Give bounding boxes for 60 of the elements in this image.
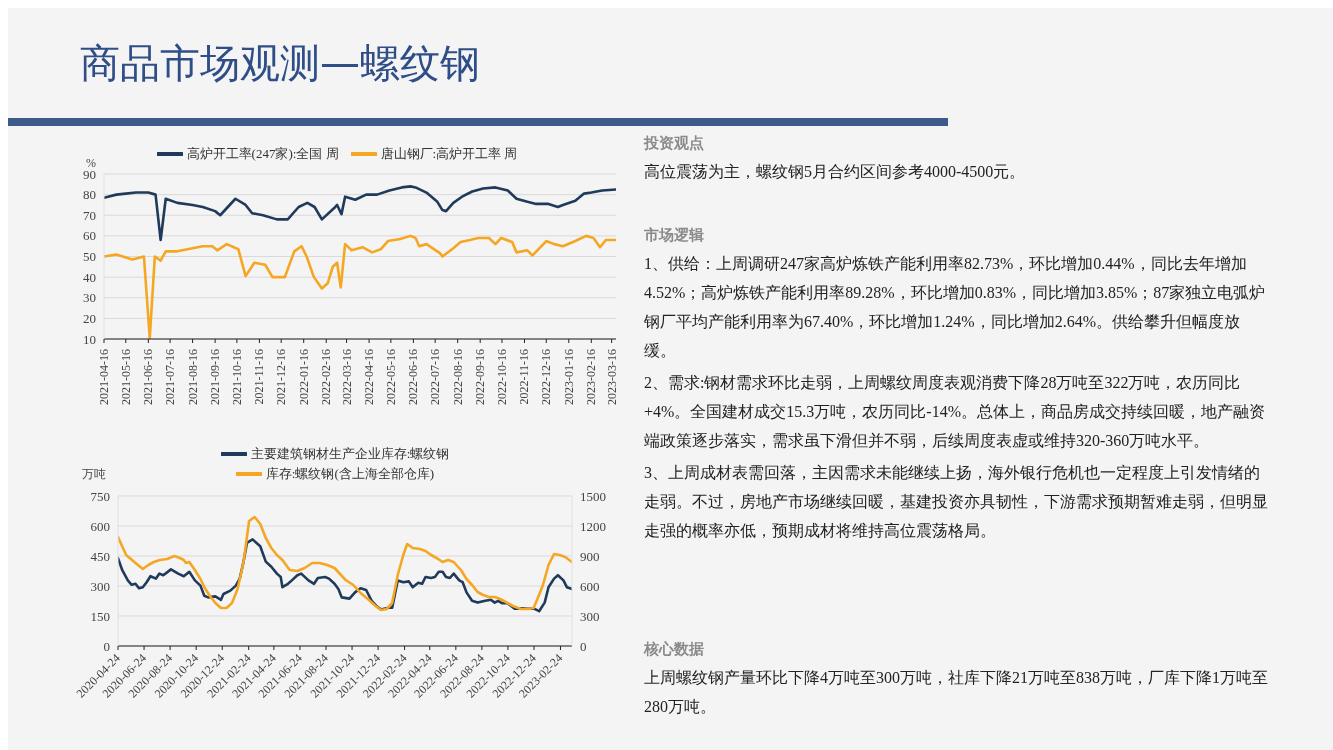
x-tick-label: 2022-09-16 (473, 349, 488, 405)
y2-tick-label: 600 (580, 578, 600, 594)
y-tick-label: 60 (83, 228, 96, 244)
y-tick-label: 600 (90, 518, 110, 534)
x-tick-label: 2023-02-16 (584, 349, 599, 405)
y-tick-label: 40 (83, 269, 96, 285)
y-tick-label: 10 (83, 331, 96, 347)
x-tick-label: 2022-03-16 (339, 349, 354, 405)
x-tick-label: 2021-06-16 (141, 349, 156, 405)
x-tick-label: 2022-12-16 (539, 349, 554, 405)
x-tick-label: 2023-01-16 (561, 349, 576, 405)
y-tick-label: 20 (83, 310, 96, 326)
text: 1、供给：上周调研247家高炉炼铁产能利用率82.73%，环比增加0.44%，同比去年增加4.52%；高炉炼铁产能利用率89.28%，环比增加0.83%，同比增加3.85%；87家独立电弧炉钢厂平均产能利用率为67.40%，环比增加1.24%，同比增加2.64%。供给攀升但幅度放缓。 (644, 254, 1267, 361)
y-axis-title: 万吨 (82, 466, 106, 483)
x-tick-label: 2022-02-16 (319, 349, 334, 405)
text: 高位震荡为主，螺纹钢5月合约区间参考4000-4500元。 (644, 162, 1027, 182)
line-series (118, 515, 572, 612)
x-tick-label: 2021-04-16 (97, 349, 111, 405)
x-tick-label: 2022-06-16 (406, 349, 421, 405)
x-tick-label: 2021-10-16 (229, 349, 244, 405)
x-tick-label: 2022-01-16 (296, 349, 311, 405)
text: 2、需求:钢材需求环比走弱，上周螺纹周度表观消费下降28万吨至322万吨，农历同比+4%。全国建材成交15.3万吨，农历同比-14%。总体上，商品房成交持续回暖，地产融资端政策逐步落实，需求虽下滑但并不弱，后续周度表虚或维持320-360万吨水平。 (644, 373, 1266, 451)
y2-tick-label: 1500 (580, 488, 606, 504)
y-tick-label: 750 (90, 488, 110, 504)
text: 核心数据 (644, 640, 705, 659)
x-tick-label: 2021-09-16 (208, 349, 223, 405)
y2-tick-label: 300 (580, 608, 600, 624)
x-tick-label: 2021-07-16 (163, 349, 178, 405)
text: 上周螺纹钢产量环比下降4万吨至300万吨，社库下降21万吨至838万吨，厂库下降1万吨至280万吨。 (644, 668, 1269, 717)
text: 投资观点 (644, 134, 705, 153)
x-tick-label: 2022-07-16 (428, 349, 443, 405)
x-tick-label: 2021-05-16 (118, 349, 133, 405)
y2-tick-label: 1200 (580, 518, 606, 534)
x-tick-label: 2022-11-16 (517, 349, 532, 405)
y-tick-label: 0 (103, 638, 110, 654)
y-tick-label: 300 (90, 578, 110, 594)
x-tick-label: 2023-03-16 (604, 349, 619, 405)
y-tick-label: 70 (83, 207, 96, 223)
x-tick-label: 2021-11-16 (252, 349, 267, 405)
legend-label: 高炉开工率(247家):全国 周 (186, 145, 339, 163)
x-tick-label: 2021-08-16 (185, 349, 200, 405)
text: 3、上周成材表需回落，主因需求未能继续上扬，海外银行危机也一定程度上引发情绪的走弱。不过，房地产市场继续回暖，基建投资亦具韧性，下游需求预期暂难走弱，但明显走强的概率亦低，预期成材将维持高位震荡格局。 (644, 463, 1269, 541)
y-tick-label: 450 (90, 548, 110, 564)
legend-label: 主要建筑钢材生产企业库存:螺纹钢 (250, 445, 450, 463)
y2-tick-label: 0 (580, 638, 587, 654)
y-tick-label: 50 (83, 249, 96, 265)
x-tick-label: 2022-04-16 (362, 349, 377, 405)
x-tick-label: 2021-12-16 (274, 349, 289, 405)
legend-label: 唐山钢厂:高炉开工率 周 (380, 145, 518, 163)
y2-tick-label: 900 (580, 548, 600, 564)
y-tick-label: 150 (90, 608, 110, 624)
line-series (104, 185, 616, 242)
y-tick-label: 80 (83, 187, 96, 203)
text: 商品市场观测—螺纹钢 (80, 39, 481, 88)
x-tick-label: 2022-08-16 (450, 349, 465, 405)
x-tick-label: 2022-05-16 (383, 349, 398, 405)
text: 市场逻辑 (644, 226, 705, 245)
legend-label: 库存:螺纹钢(含上海全部仓库) (265, 465, 435, 483)
y-tick-label: 30 (83, 290, 96, 306)
x-tick-label: 2022-10-16 (494, 349, 509, 405)
